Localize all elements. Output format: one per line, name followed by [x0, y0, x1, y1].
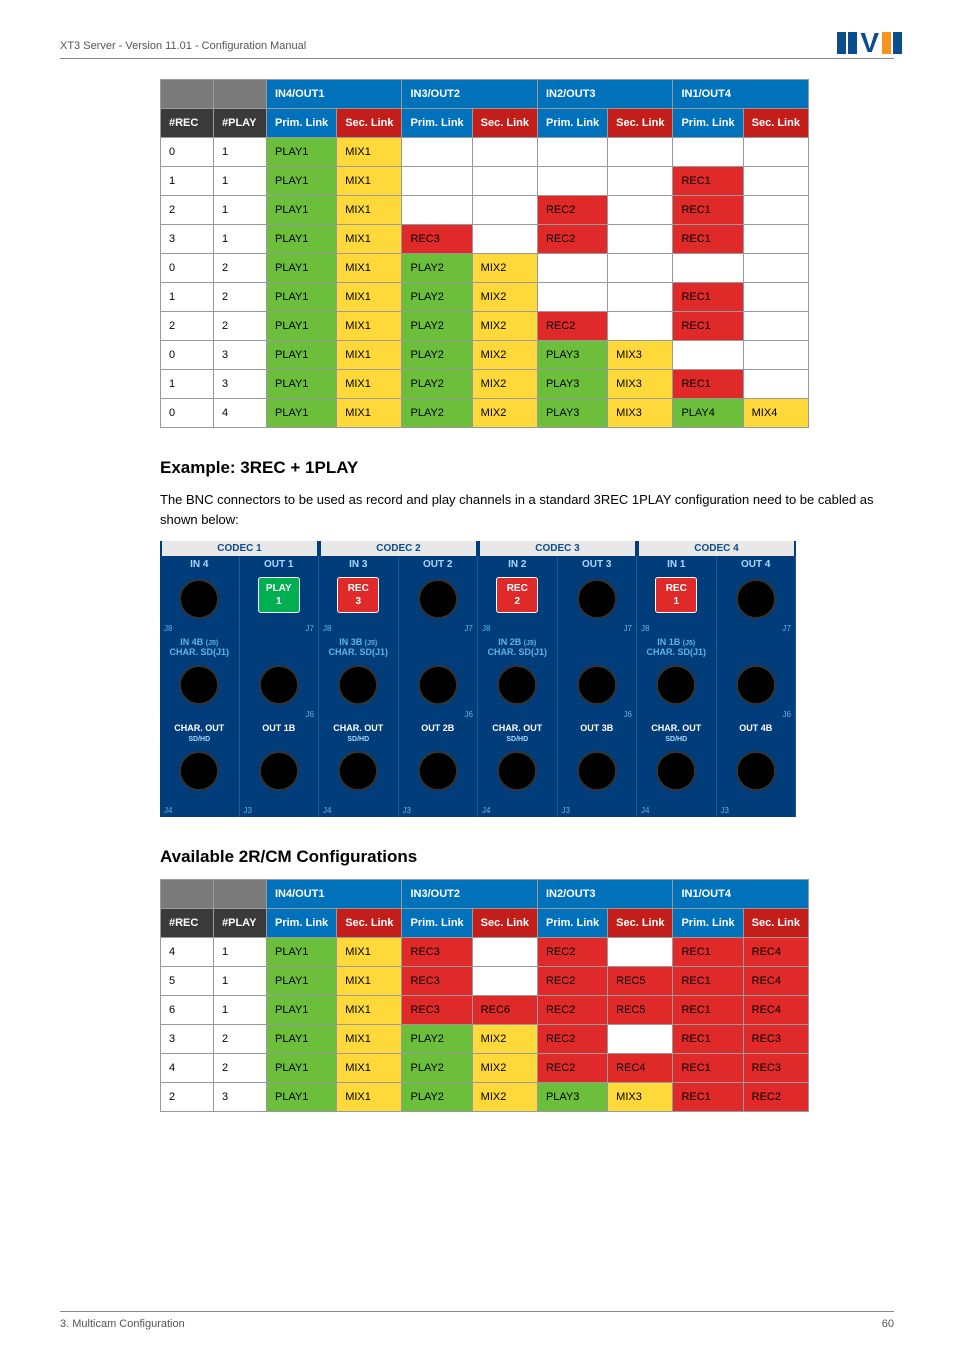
table-row: 23PLAY1MIX1PLAY2MIX2PLAY3MIX3REC1REC2: [161, 1083, 809, 1112]
footer-section: 3. Multicam Configuration: [60, 1318, 185, 1330]
table-row: 04PLAY1MIX1PLAY2MIX2PLAY3MIX3PLAY4MIX4: [161, 399, 809, 428]
hdr-rec: #REC: [161, 109, 214, 138]
table-row: 03PLAY1MIX1PLAY2MIX2PLAY3MIX3: [161, 341, 809, 370]
table-row: 61PLAY1MIX1REC3REC6REC2REC5REC1REC4: [161, 996, 809, 1025]
config-table-2: IN4/OUT1 IN3/OUT2 IN2/OUT3 IN1/OUT4 #REC…: [160, 879, 809, 1112]
table-row: 42PLAY1MIX1PLAY2MIX2REC2REC4REC1REC3: [161, 1054, 809, 1083]
table-row: 51PLAY1MIX1REC3REC2REC5REC1REC4: [161, 967, 809, 996]
table-row: 32PLAY1MIX1PLAY2MIX2REC2REC1REC3: [161, 1025, 809, 1054]
table-row: 01PLAY1MIX1: [161, 138, 809, 167]
table-row: 22PLAY1MIX1PLAY2MIX2REC2REC1: [161, 312, 809, 341]
footer-page: 60: [882, 1318, 894, 1330]
config-table-1: IN4/OUT1 IN3/OUT2 IN2/OUT3 IN1/OUT4 #REC…: [160, 79, 809, 428]
table-row: 31PLAY1MIX1REC3REC2REC1: [161, 225, 809, 254]
table-row: 12PLAY1MIX1PLAY2MIX2REC1: [161, 283, 809, 312]
col-in3: IN3/OUT2: [402, 80, 537, 109]
table-row: 41PLAY1MIX1REC3REC2REC1REC4: [161, 938, 809, 967]
doc-header: XT3 Server - Version 11.01 - Configurati…: [60, 40, 894, 59]
col-in2: IN2/OUT3: [537, 80, 672, 109]
col-in4: IN4/OUT1: [267, 80, 402, 109]
example-text: The BNC connectors to be used as record …: [160, 490, 894, 529]
bnc-diagram: CODEC 1CODEC 2CODEC 3CODEC 4IN 4OUT 1IN …: [160, 541, 796, 817]
table-row: 21PLAY1MIX1REC2REC1: [161, 196, 809, 225]
available-heading: Available 2R/CM Configurations: [160, 847, 894, 867]
hdr-play: #PLAY: [214, 109, 267, 138]
evs-logo: V: [837, 32, 902, 54]
col-in1: IN1/OUT4: [673, 80, 808, 109]
table-row: 11PLAY1MIX1REC1: [161, 167, 809, 196]
table-row: 13PLAY1MIX1PLAY2MIX2PLAY3MIX3REC1: [161, 370, 809, 399]
example-heading: Example: 3REC + 1PLAY: [160, 458, 894, 478]
table-row: 02PLAY1MIX1PLAY2MIX2: [161, 254, 809, 283]
footer: 3. Multicam Configuration 60: [60, 1311, 894, 1330]
